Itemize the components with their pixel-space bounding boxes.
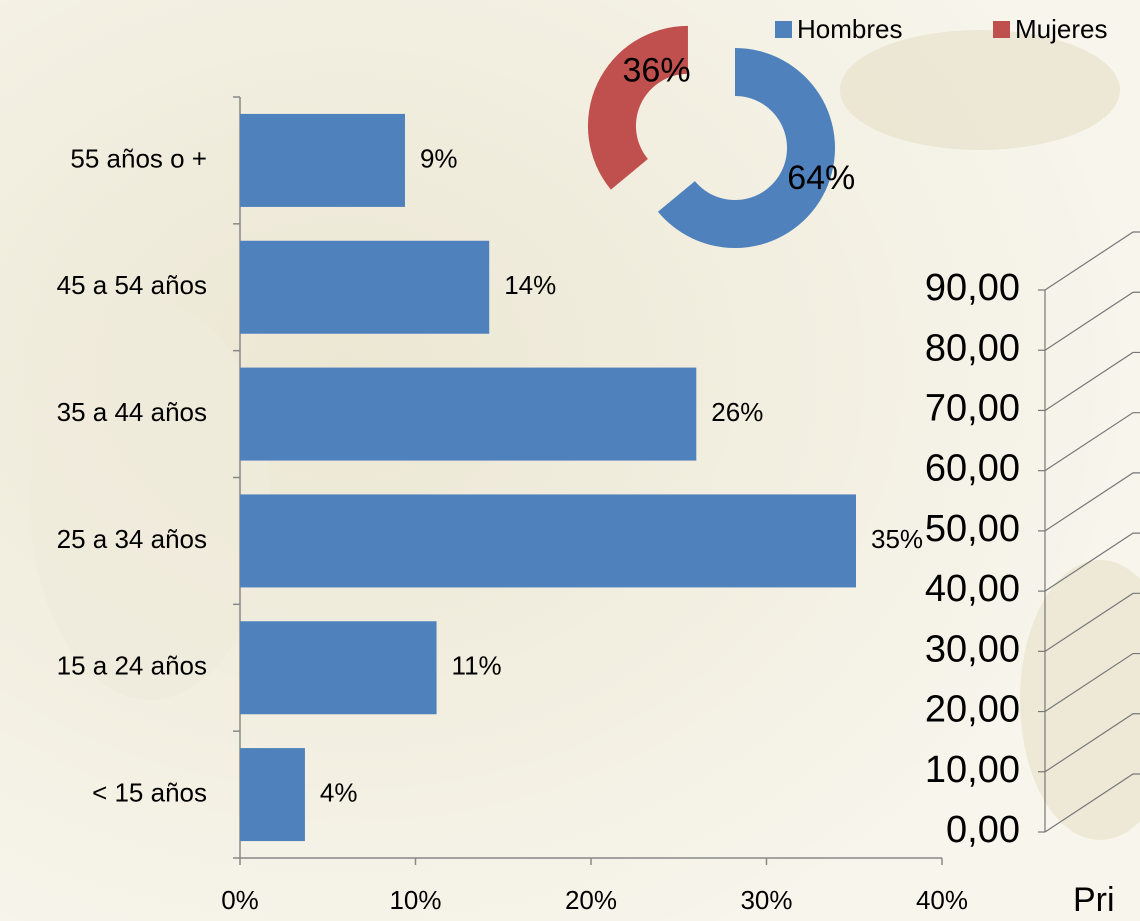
y-tick-label: 0,00 [946,809,1020,851]
value-label: 36% [623,51,691,89]
y-tick-label: 35 a 44 años [57,397,207,427]
y-tick-label: 15 a 24 años [57,651,207,681]
value-label: 4% [320,777,358,807]
legend-label: Hombres [797,14,902,44]
x-tick-label: Pri [1073,881,1115,919]
chart: 0% 10% 20% 30% 40% 55 años o + 9% 45 a 54 años 1… [0,0,1140,921]
y-tick-label: 40,00 [925,568,1020,610]
value-label: 11% [452,651,502,681]
y-tick-label: < 15 años [92,777,207,807]
bar [240,494,856,587]
page: {"chart_data": [ {"type": "bar", "orient… [0,0,1140,921]
bar [240,241,489,334]
value-label: 9% [420,143,458,173]
value-label: 14% [504,270,556,300]
legend-swatch [993,21,1010,38]
legend-label: Mujeres [1015,14,1107,44]
background-texture [840,30,1120,150]
value-label: 64% [787,159,855,197]
x-tick-label: 20% [565,885,617,915]
x-tick-label: 40% [916,885,968,915]
y-tick-label: 30,00 [925,628,1020,670]
background-texture [30,300,270,700]
bar [240,368,696,461]
value-label: 26% [711,397,763,427]
y-tick-label: 10,00 [925,749,1020,791]
y-tick-label: 70,00 [925,387,1020,429]
bar [240,748,305,841]
y-tick-label: 45 a 54 años [57,270,207,300]
y-tick-label: 55 años o + [70,143,207,173]
y-tick-label: 25 a 34 años [57,524,207,554]
bar [240,114,405,207]
bar [240,621,437,714]
y-tick-label: 90,00 [925,267,1020,309]
x-tick-label: 0% [221,885,259,915]
x-tick-label: 10% [389,885,441,915]
y-tick-label: 50,00 [925,508,1020,550]
y-tick-label: 20,00 [925,689,1020,731]
legend-swatch [775,21,792,38]
x-tick-label: 30% [740,885,792,915]
value-label: 35% [871,524,923,554]
y-tick-label: 60,00 [925,448,1020,490]
y-tick-label: 80,00 [925,327,1020,369]
